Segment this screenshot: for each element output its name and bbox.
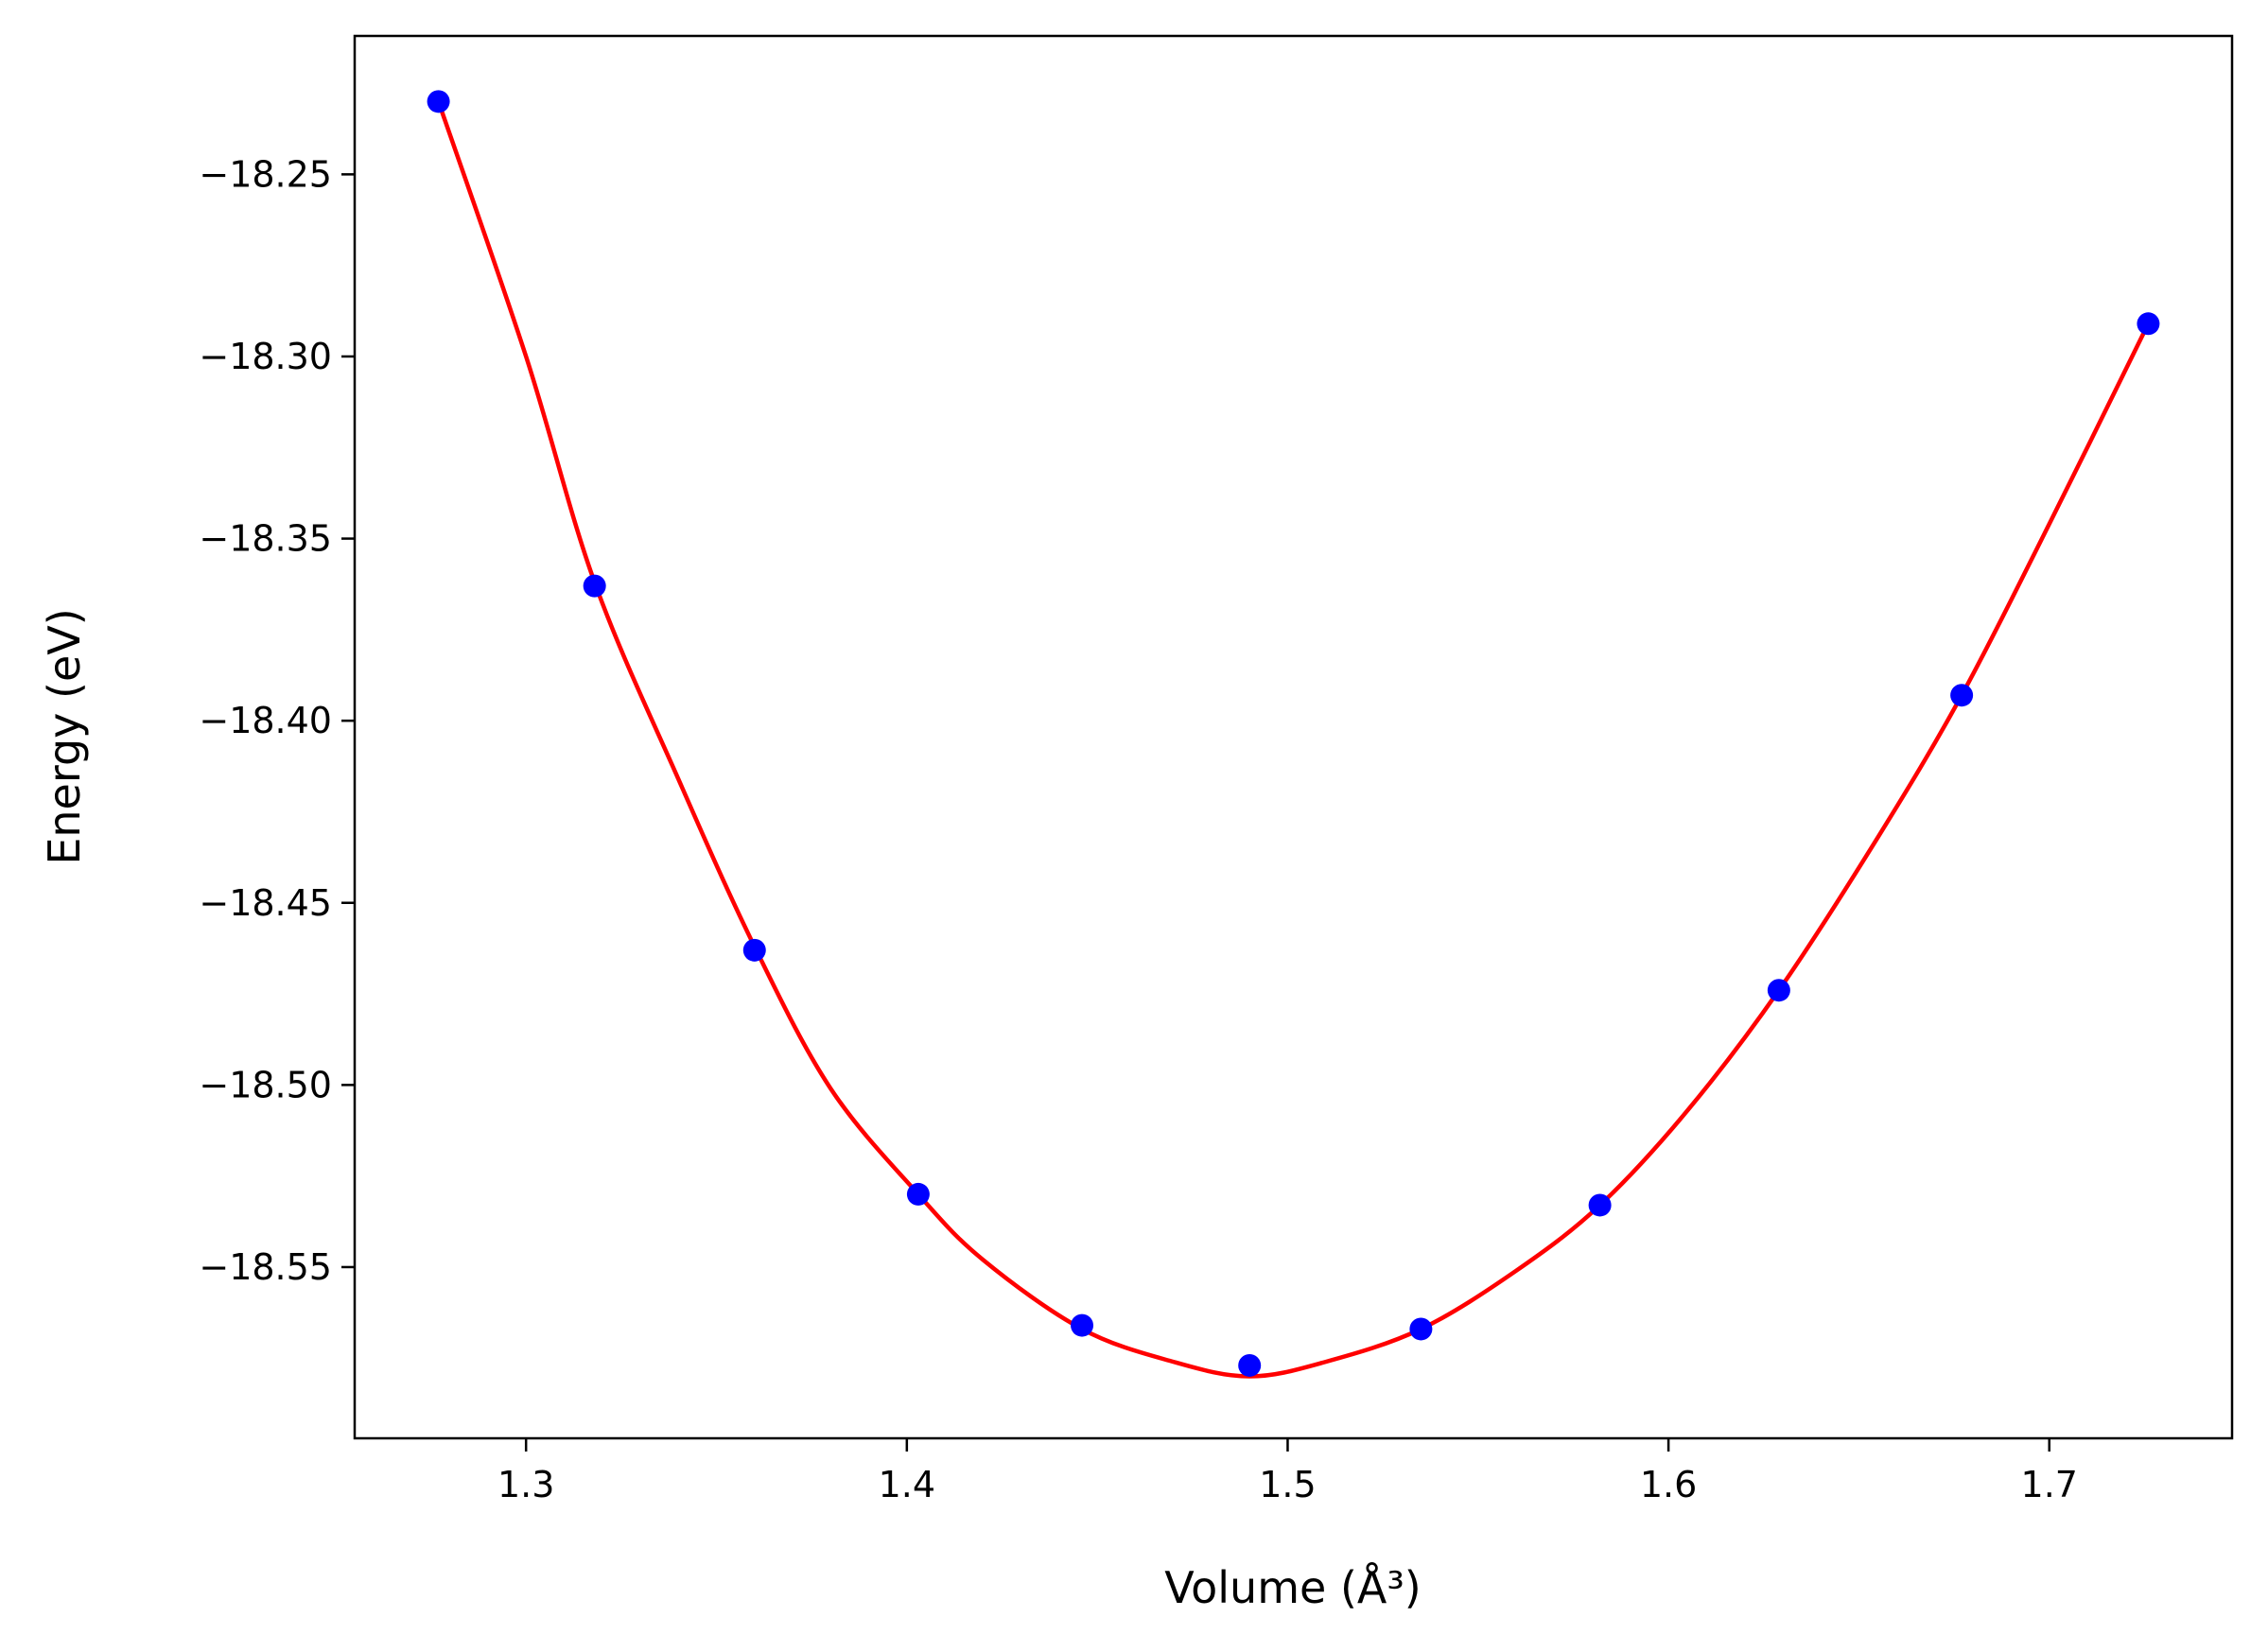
y-tick-label: −18.55 (199, 1246, 332, 1288)
y-tick-label: −18.25 (199, 153, 332, 195)
data-point (906, 1182, 930, 1206)
x-tick-label: 1.7 (2021, 1464, 2078, 1505)
y-tick-label: −18.30 (199, 336, 332, 377)
data-point (1409, 1317, 1433, 1341)
y-tick-label: −18.40 (199, 700, 332, 741)
axes-frame (353, 34, 2234, 1440)
data-point (742, 938, 766, 962)
fit-curve (436, 99, 2151, 1379)
x-tick-label: 1.4 (879, 1464, 935, 1505)
axis-ticks: 1.3 1.4 1.5 1.6 1.7 −18.25 −18.30 −18.35 −18.40 −… (199, 153, 2078, 1505)
x-axis-title: Volume (Å³) (1164, 1562, 1422, 1613)
x-tick-label: 1.5 (1259, 1464, 1316, 1505)
data-point (1238, 1353, 1262, 1377)
plot-area (427, 90, 2160, 1379)
y-tick-label: −18.45 (199, 882, 332, 924)
x-tick-label: 1.3 (497, 1464, 554, 1505)
y-tick-label: −18.35 (199, 518, 332, 560)
y-tick-label: −18.50 (199, 1064, 332, 1105)
data-point (1588, 1193, 1612, 1217)
data-point (1950, 684, 1974, 707)
data-point (1767, 979, 1790, 1002)
data-point (583, 574, 606, 598)
y-axis-title: Energy (eV) (39, 608, 90, 864)
x-tick-label: 1.6 (1640, 1464, 1697, 1505)
data-point (427, 90, 450, 113)
data-point (2137, 312, 2160, 336)
data-point (1071, 1313, 1094, 1337)
